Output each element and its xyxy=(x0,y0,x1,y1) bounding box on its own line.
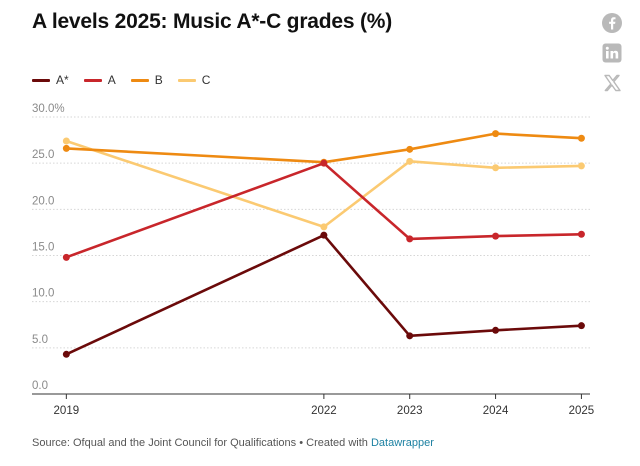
data-point-a xyxy=(320,159,328,167)
y-tick-label: 20.0 xyxy=(32,195,54,207)
y-tick-label: 0.0 xyxy=(32,380,48,392)
legend-swatch-b xyxy=(130,78,149,82)
linkedin-icon[interactable] xyxy=(601,42,623,64)
y-tick-label: 10.0 xyxy=(32,288,54,300)
legend-swatch-a-star xyxy=(32,78,50,82)
data-point-b xyxy=(406,145,414,153)
data-point-c xyxy=(492,164,500,172)
data-point-c xyxy=(320,223,328,231)
facebook-icon[interactable] xyxy=(601,12,623,34)
data-point-a-star xyxy=(577,322,585,330)
data-point-c xyxy=(577,162,585,170)
data-point-a-star xyxy=(62,350,70,358)
series-line-b xyxy=(65,132,583,164)
data-point-c xyxy=(62,137,70,145)
page-title: A levels 2025: Music A*-C grades (%) xyxy=(32,10,393,33)
data-point-b xyxy=(62,144,70,152)
legend-swatch-a xyxy=(83,78,102,82)
data-point-a xyxy=(62,253,70,261)
x-tick-label: 2019 xyxy=(54,405,80,417)
data-point-b xyxy=(577,134,585,142)
series-line-c xyxy=(65,139,583,229)
x-icon[interactable] xyxy=(601,72,623,94)
legend-item-a-star: A* xyxy=(32,73,69,87)
data-point-c xyxy=(406,157,414,165)
legend-swatch-c xyxy=(177,78,196,82)
data-point-a-star xyxy=(320,231,328,239)
y-tick-label: 25.0 xyxy=(32,149,54,161)
legend-label-a-star: A* xyxy=(56,73,69,87)
series-line-a xyxy=(65,161,583,259)
series-line-a-star xyxy=(65,233,583,356)
x-tick-label: 2024 xyxy=(483,405,509,417)
legend-item-a: A xyxy=(83,73,116,87)
x-tick-label: 2022 xyxy=(311,405,337,417)
chart-legend: A* A B C xyxy=(32,73,210,87)
legend-label-c: C xyxy=(201,73,211,87)
datawrapper-link[interactable]: Datawrapper xyxy=(370,437,434,449)
footer: Source: Ofqual and the Joint Council for… xyxy=(32,437,434,449)
data-point-b xyxy=(492,130,500,138)
legend-item-b: B xyxy=(130,73,163,87)
legend-label-b: B xyxy=(154,73,163,87)
legend-label-a: A xyxy=(107,73,116,87)
x-tick-label: 2023 xyxy=(397,405,423,417)
y-tick-label: 30.0% xyxy=(32,103,65,115)
data-point-a xyxy=(492,232,500,240)
source-note: Source: Ofqual and the Joint Council for… xyxy=(32,437,297,449)
data-point-a-star xyxy=(406,332,414,340)
share-toolbar xyxy=(601,12,625,102)
data-point-a xyxy=(577,230,585,238)
created-with-label: Created with xyxy=(306,437,368,449)
data-point-a-star xyxy=(492,326,500,334)
legend-item-c: C xyxy=(177,73,211,87)
footer-separator: • xyxy=(299,437,304,449)
x-tick-label: 2025 xyxy=(569,405,595,417)
y-tick-label: 5.0 xyxy=(32,334,48,346)
data-point-a xyxy=(406,235,414,243)
y-tick-label: 15.0 xyxy=(32,242,54,254)
